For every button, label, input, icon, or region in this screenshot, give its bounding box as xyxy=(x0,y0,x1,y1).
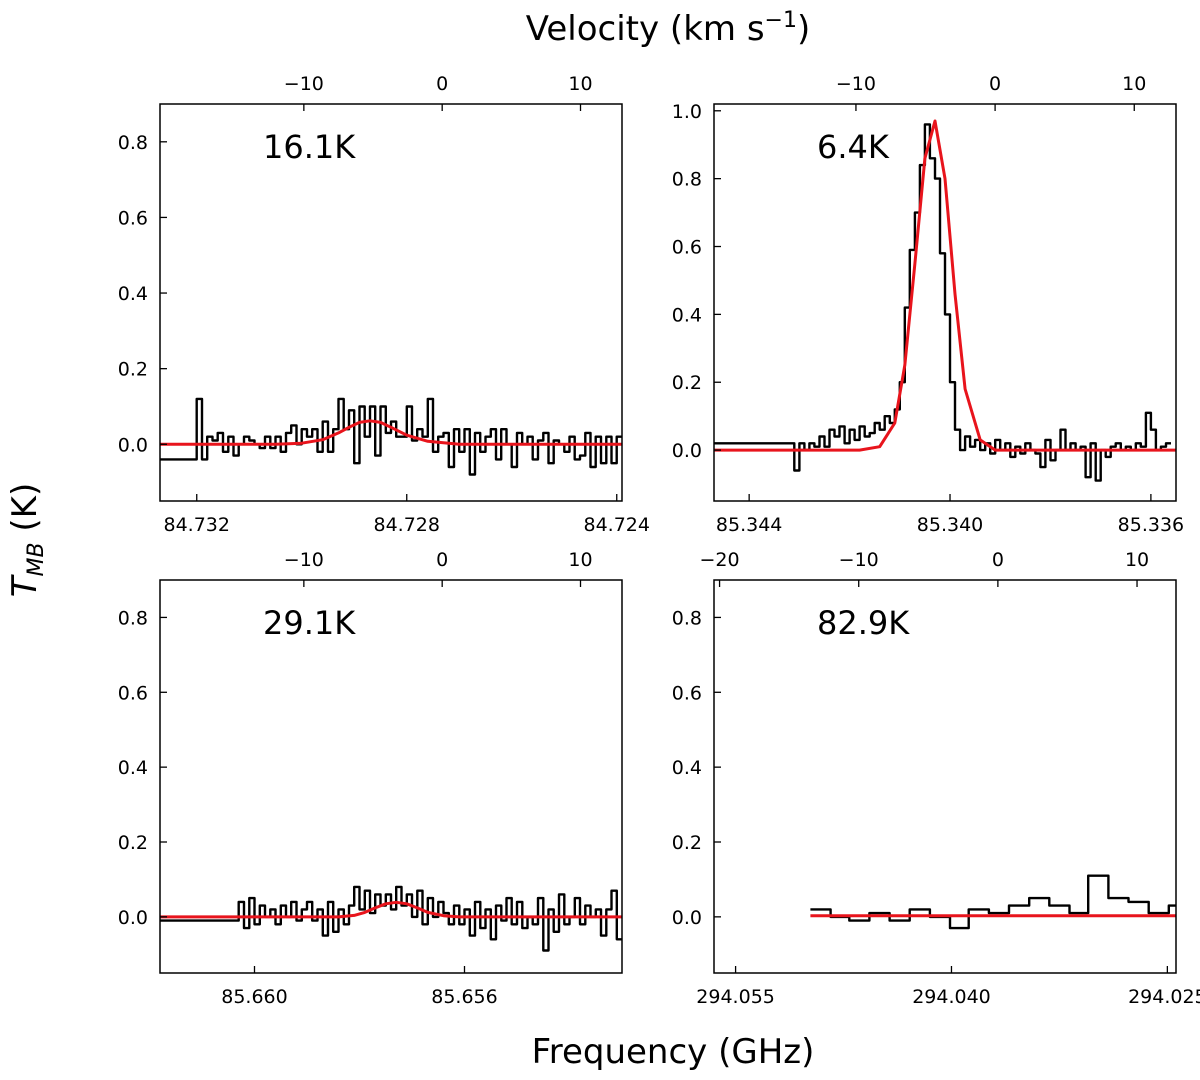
y-tick-label: 0.2 xyxy=(672,832,702,854)
plot-frame xyxy=(713,103,1177,502)
velocity-tick-label: −20 xyxy=(700,549,740,571)
y-tick-label: 0.0 xyxy=(672,907,702,929)
spectrum-line xyxy=(160,397,622,476)
y-tick-label: 1.0 xyxy=(672,101,702,123)
panel-top-left: 0.0 0.2 0.4 0.6 0.8 84.732 84.728 84.724 −10 0 10 1… xyxy=(118,73,650,536)
temperature-annotation: 29.1K xyxy=(263,604,356,642)
y-tick-label: 0.2 xyxy=(118,832,148,854)
tmb-axis-title: TMB (K) xyxy=(5,483,49,598)
x-tick-label: 294.025 xyxy=(1128,986,1200,1008)
fit-line xyxy=(160,900,622,919)
plot-frame xyxy=(713,579,1177,974)
spectrum-line xyxy=(160,885,622,952)
x-tick-label: 85.660 xyxy=(221,986,287,1008)
y-tick-label: 0.0 xyxy=(118,434,148,456)
y-tick-label: 0.0 xyxy=(118,907,148,929)
y-tick-label: 0.6 xyxy=(672,682,702,704)
y-tick-label: 0.8 xyxy=(672,169,702,191)
fit-line xyxy=(160,419,622,446)
plot-frame xyxy=(159,579,623,974)
y-tick-label: 0.4 xyxy=(672,304,702,326)
velocity-axis-title: Velocity (km s−1) xyxy=(526,8,810,49)
velocity-tick-label: −10 xyxy=(836,73,876,95)
x-tick-label: 294.055 xyxy=(696,986,775,1008)
velocity-tick-label: 0 xyxy=(989,73,1001,95)
temperature-annotation: 16.1K xyxy=(263,128,356,166)
panel-bottom-left: 0.0 0.2 0.4 0.6 0.8 85.660 85.656 −10 0 10 29.1K xyxy=(118,549,623,1008)
y-tick-label: 0.6 xyxy=(118,682,148,704)
y-tick-label: 0.6 xyxy=(672,237,702,259)
velocity-tick-label: 0 xyxy=(992,549,1004,571)
temperature-annotation: 6.4K xyxy=(817,128,890,166)
fit-line xyxy=(714,119,1176,452)
y-tick-label: 0.6 xyxy=(118,207,148,229)
y-tick-label: 0.4 xyxy=(118,283,148,305)
velocity-tick-label: 10 xyxy=(1122,73,1146,95)
plot-frame xyxy=(159,103,623,502)
x-tick-label: 85.656 xyxy=(431,986,497,1008)
x-tick-label: 85.336 xyxy=(1118,514,1184,536)
y-tick-label: 0.2 xyxy=(118,359,148,381)
y-tick-label: 0.4 xyxy=(672,757,702,779)
y-tick-label: 0.8 xyxy=(118,132,148,154)
panel-top-right: 0.0 0.2 0.4 0.6 0.8 1.0 85.344 85.340 85.336 −10 0… xyxy=(672,73,1184,536)
velocity-tick-label: −10 xyxy=(839,549,879,571)
velocity-tick-label: 0 xyxy=(436,549,448,571)
x-tick-label: 84.732 xyxy=(164,514,230,536)
velocity-tick-label: 0 xyxy=(436,73,448,95)
spectrum-line xyxy=(810,874,1176,930)
y-tick-label: 0.0 xyxy=(672,440,702,462)
panel-bottom-right: 0.0 0.2 0.4 0.6 0.8 294.055 294.040 294.025 −20 −… xyxy=(672,549,1200,1008)
x-tick-label: 84.728 xyxy=(374,514,440,536)
velocity-tick-label: 10 xyxy=(568,73,592,95)
y-tick-label: 0.8 xyxy=(672,607,702,629)
velocity-tick-label: −10 xyxy=(284,73,324,95)
x-tick-label: 294.040 xyxy=(912,986,991,1008)
y-tick-label: 0.8 xyxy=(118,607,148,629)
x-tick-label: 84.724 xyxy=(584,514,650,536)
spectrum-line xyxy=(714,123,1171,482)
x-tick-label: 85.340 xyxy=(917,514,983,536)
y-tick-label: 0.2 xyxy=(672,372,702,394)
velocity-tick-label: −10 xyxy=(284,549,324,571)
velocity-tick-label: 10 xyxy=(1125,549,1149,571)
x-tick-label: 85.344 xyxy=(716,514,782,536)
velocity-tick-label: 10 xyxy=(568,549,592,571)
temperature-annotation: 82.9K xyxy=(817,604,910,642)
frequency-axis-title: Frequency (GHz) xyxy=(532,1032,815,1072)
y-tick-label: 0.4 xyxy=(118,757,148,779)
